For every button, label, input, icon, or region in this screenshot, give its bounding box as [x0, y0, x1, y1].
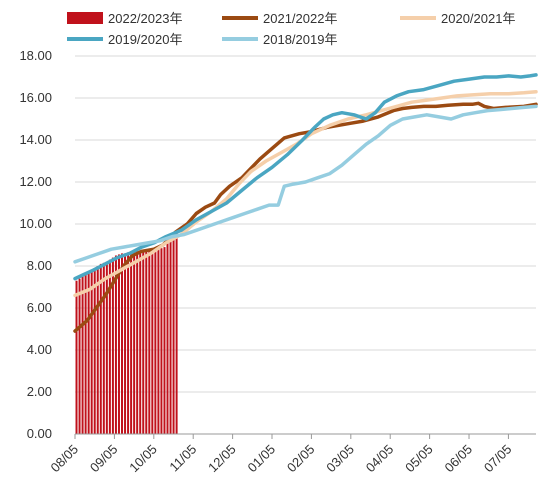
bar: [160, 248, 163, 434]
series-line-0: [73, 101, 538, 333]
bar: [133, 251, 136, 434]
bar: [148, 249, 151, 434]
bar: [175, 230, 178, 434]
y-tick-label: 14.00: [19, 132, 52, 147]
bar: [139, 251, 142, 434]
bar: [157, 248, 160, 434]
x-tick-label: 02/05: [284, 442, 318, 476]
x-tick-label: 09/05: [87, 442, 121, 476]
bar: [114, 255, 117, 434]
bar: [151, 249, 154, 434]
y-tick-label: 16.00: [19, 90, 52, 105]
bar: [102, 262, 105, 434]
y-tick-label: 6.00: [27, 300, 52, 315]
bar: [105, 261, 108, 434]
bar: [127, 252, 130, 434]
bar: [93, 268, 96, 434]
bar: [108, 259, 111, 434]
bar: [121, 253, 124, 434]
legend-label: 2020/2021年: [441, 11, 515, 26]
series-line-2: [73, 73, 538, 281]
bar: [87, 272, 90, 434]
bar: [90, 270, 93, 434]
bar: [154, 249, 157, 434]
line-series: [73, 73, 538, 333]
bar: [75, 280, 78, 434]
bar: [99, 263, 102, 434]
y-tick-label: 10.00: [19, 216, 52, 231]
bar: [78, 278, 81, 434]
bar: [124, 253, 127, 434]
x-tick-label: 06/05: [442, 442, 476, 476]
legend-swatch-bar: [67, 12, 103, 24]
x-axis: 08/05 09/05 10/05 11/05 12/05 01/05 02/05 03/05…: [48, 433, 536, 476]
x-tick-label: 03/05: [323, 442, 357, 476]
bar: [130, 251, 133, 434]
x-tick-label: 04/05: [363, 442, 397, 476]
x-tick-label: 07/05: [481, 442, 515, 476]
x-tick-label: 01/05: [245, 442, 279, 476]
x-tick-label: 05/05: [402, 442, 436, 476]
bar: [142, 250, 145, 434]
x-tick-label: 12/05: [205, 442, 239, 476]
y-tick-label: 12.00: [19, 174, 52, 189]
bar: [166, 242, 169, 434]
bar: [81, 276, 84, 434]
x-tick-label: 11/05: [166, 442, 199, 475]
y-tick-label: 0.00: [27, 426, 52, 441]
y-tick-label: 18.00: [19, 48, 52, 63]
x-tick-label: 10/05: [126, 442, 160, 476]
bar-series: [75, 230, 178, 434]
y-axis: 0.00 2.00 4.00 6.00 8.00 10.00 12.00 14.00 16.00…: [19, 48, 52, 441]
bar: [145, 250, 148, 434]
bar: [163, 247, 166, 434]
bar: [136, 251, 139, 434]
x-tick-label: 08/05: [48, 442, 82, 476]
bar: [117, 254, 120, 434]
bar: [84, 274, 87, 434]
bar: [96, 266, 99, 434]
legend-label: 2022/2023年: [108, 11, 182, 26]
legend-label: 2019/2020年: [108, 32, 182, 47]
y-tick-label: 4.00: [27, 342, 52, 357]
legend-label: 2021/2022年: [263, 11, 337, 26]
bar: [169, 238, 172, 434]
bar: [172, 234, 175, 434]
bar: [111, 257, 114, 434]
legend-label: 2018/2019年: [263, 32, 337, 47]
y-tick-label: 8.00: [27, 258, 52, 273]
y-tick-label: 2.00: [27, 384, 52, 399]
series-line-3: [73, 104, 538, 264]
legend: 2022/2023年 2021/2022年 2020/2021年 2019/2020年…: [67, 11, 515, 47]
